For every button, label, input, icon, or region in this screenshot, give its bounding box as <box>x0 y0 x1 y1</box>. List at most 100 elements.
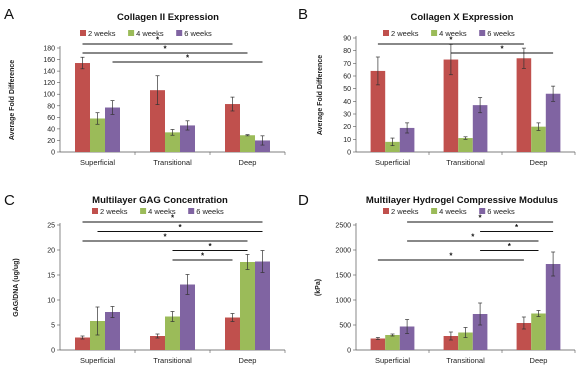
legend-swatch <box>140 208 147 214</box>
panel-letter: C <box>4 192 15 209</box>
category-label: Superficial <box>80 158 115 167</box>
y-axis-label: Average Fold Difference <box>317 55 324 135</box>
bar-4-weeks-transitional <box>458 138 473 152</box>
y-tick-label: 1000 <box>335 298 351 305</box>
legend-label: 4 weeks <box>148 207 176 216</box>
legend-swatch <box>431 208 438 214</box>
bar-6-weeks-deep <box>545 264 561 350</box>
y-tick-label: 0 <box>51 348 55 355</box>
bar-4-weeks-superficial <box>385 335 400 350</box>
significance-star: * <box>186 54 190 63</box>
legend-swatch <box>92 208 98 214</box>
bar-2-weeks-transitional <box>443 59 459 152</box>
bar-2-weeks-superficial <box>370 70 386 152</box>
significance-star: * <box>500 45 504 54</box>
y-axis-label: GAG/DNA (ug/ug) <box>13 258 20 316</box>
y-tick-label: 15 <box>47 273 55 280</box>
bar-2-weeks-transitional <box>443 336 459 350</box>
legend-label: 2 weeks <box>88 29 116 38</box>
y-tick-label: 60 <box>343 74 351 81</box>
y-tick-label: 500 <box>339 323 351 330</box>
y-tick-label: 50 <box>343 86 351 93</box>
bar-4-weeks-deep <box>240 262 255 350</box>
legend-swatch <box>176 30 183 36</box>
y-tick-label: 160 <box>43 57 55 64</box>
chart-panel-collagen-x-expression: B Collagen X Expression 2 weeks 4 weeks 6 we… <box>298 6 576 167</box>
y-tick-label: 120 <box>43 80 55 87</box>
legend-swatch <box>479 30 486 36</box>
category-label: Superficial <box>80 356 115 365</box>
category-label: Deep <box>239 356 257 365</box>
significance-star: * <box>163 233 167 242</box>
bar-6-weeks-transitional <box>472 314 488 350</box>
legend-label: 4 weeks <box>136 29 164 38</box>
y-tick-label: 70 <box>343 61 351 68</box>
y-tick-label: 20 <box>343 124 351 131</box>
significance-star: * <box>449 252 453 261</box>
bar-4-weeks-superficial <box>90 118 105 152</box>
legend-label: 6 weeks <box>487 29 515 38</box>
legend-label: 6 weeks <box>196 207 224 216</box>
y-tick-label: 5 <box>51 323 55 330</box>
category-label: Transitional <box>153 158 192 167</box>
y-tick-label: 40 <box>47 126 55 133</box>
bar-4-weeks-transitional <box>165 316 180 350</box>
y-tick-label: 2000 <box>335 248 351 255</box>
legend-label: 4 weeks <box>439 207 467 216</box>
bar-2-weeks-superficial <box>75 63 90 153</box>
y-axis-label: (kPa) <box>315 279 322 296</box>
bar-6-weeks-superficial <box>105 107 120 152</box>
legend-swatch <box>383 208 389 214</box>
significance-star: * <box>479 214 483 223</box>
category-label: Transitional <box>446 158 485 167</box>
y-tick-label: 140 <box>43 69 55 76</box>
y-tick-label: 100 <box>43 92 55 99</box>
y-tick-label: 80 <box>47 103 55 110</box>
significance-star: * <box>449 36 453 45</box>
bar-4-weeks-deep <box>531 313 546 350</box>
significance-star: * <box>171 214 175 223</box>
category-label: Deep <box>530 356 548 365</box>
y-tick-label: 180 <box>43 46 55 53</box>
bar-6-weeks-deep <box>545 93 561 152</box>
panel-letter: B <box>298 6 308 23</box>
significance-star: * <box>515 223 519 232</box>
chart-title: Multilayer GAG Concentration <box>92 195 228 206</box>
chart-title: Collagen II Expression <box>117 12 219 23</box>
bar-2-weeks-deep <box>225 104 240 152</box>
legend-label: 6 weeks <box>184 29 212 38</box>
bar-4-weeks-deep <box>240 135 255 152</box>
bar-6-weeks-deep <box>255 261 270 350</box>
chart-title: Multilayer Hydrogel Compressive Modulus <box>366 195 558 206</box>
significance-star: * <box>508 242 512 251</box>
chart-title: Collagen X Expression <box>411 12 514 23</box>
category-label: Deep <box>530 158 548 167</box>
bar-4-weeks-superficial <box>385 141 400 152</box>
y-tick-label: 1500 <box>335 273 351 280</box>
bar-6-weeks-transitional <box>180 284 195 350</box>
y-tick-label: 10 <box>343 137 351 144</box>
category-label: Superficial <box>375 158 410 167</box>
category-label: Transitional <box>446 356 485 365</box>
y-tick-label: 30 <box>343 112 351 119</box>
panel-letter: D <box>298 192 309 209</box>
y-tick-label: 20 <box>47 138 55 145</box>
y-tick-label: 90 <box>343 36 351 43</box>
bar-2-weeks-superficial <box>75 337 90 350</box>
y-axis-label: Average Fold Difference <box>9 60 16 140</box>
y-tick-label: 25 <box>47 223 55 230</box>
bar-6-weeks-transitional <box>472 105 488 152</box>
legend-swatch <box>479 208 486 214</box>
legend-swatch <box>188 208 195 214</box>
bar-2-weeks-transitional <box>150 336 165 350</box>
bar-6-weeks-transitional <box>180 125 195 152</box>
y-tick-label: 0 <box>347 150 351 157</box>
significance-star: * <box>156 36 160 45</box>
significance-star: * <box>471 233 475 242</box>
chart-panel-multilayer-hydrogel-compressive-modulus: D Multilayer Hydrogel Compressive Modulus… <box>298 192 576 365</box>
category-label: Deep <box>239 158 257 167</box>
bar-2-weeks-transitional <box>150 90 165 152</box>
legend-swatch <box>80 30 86 36</box>
